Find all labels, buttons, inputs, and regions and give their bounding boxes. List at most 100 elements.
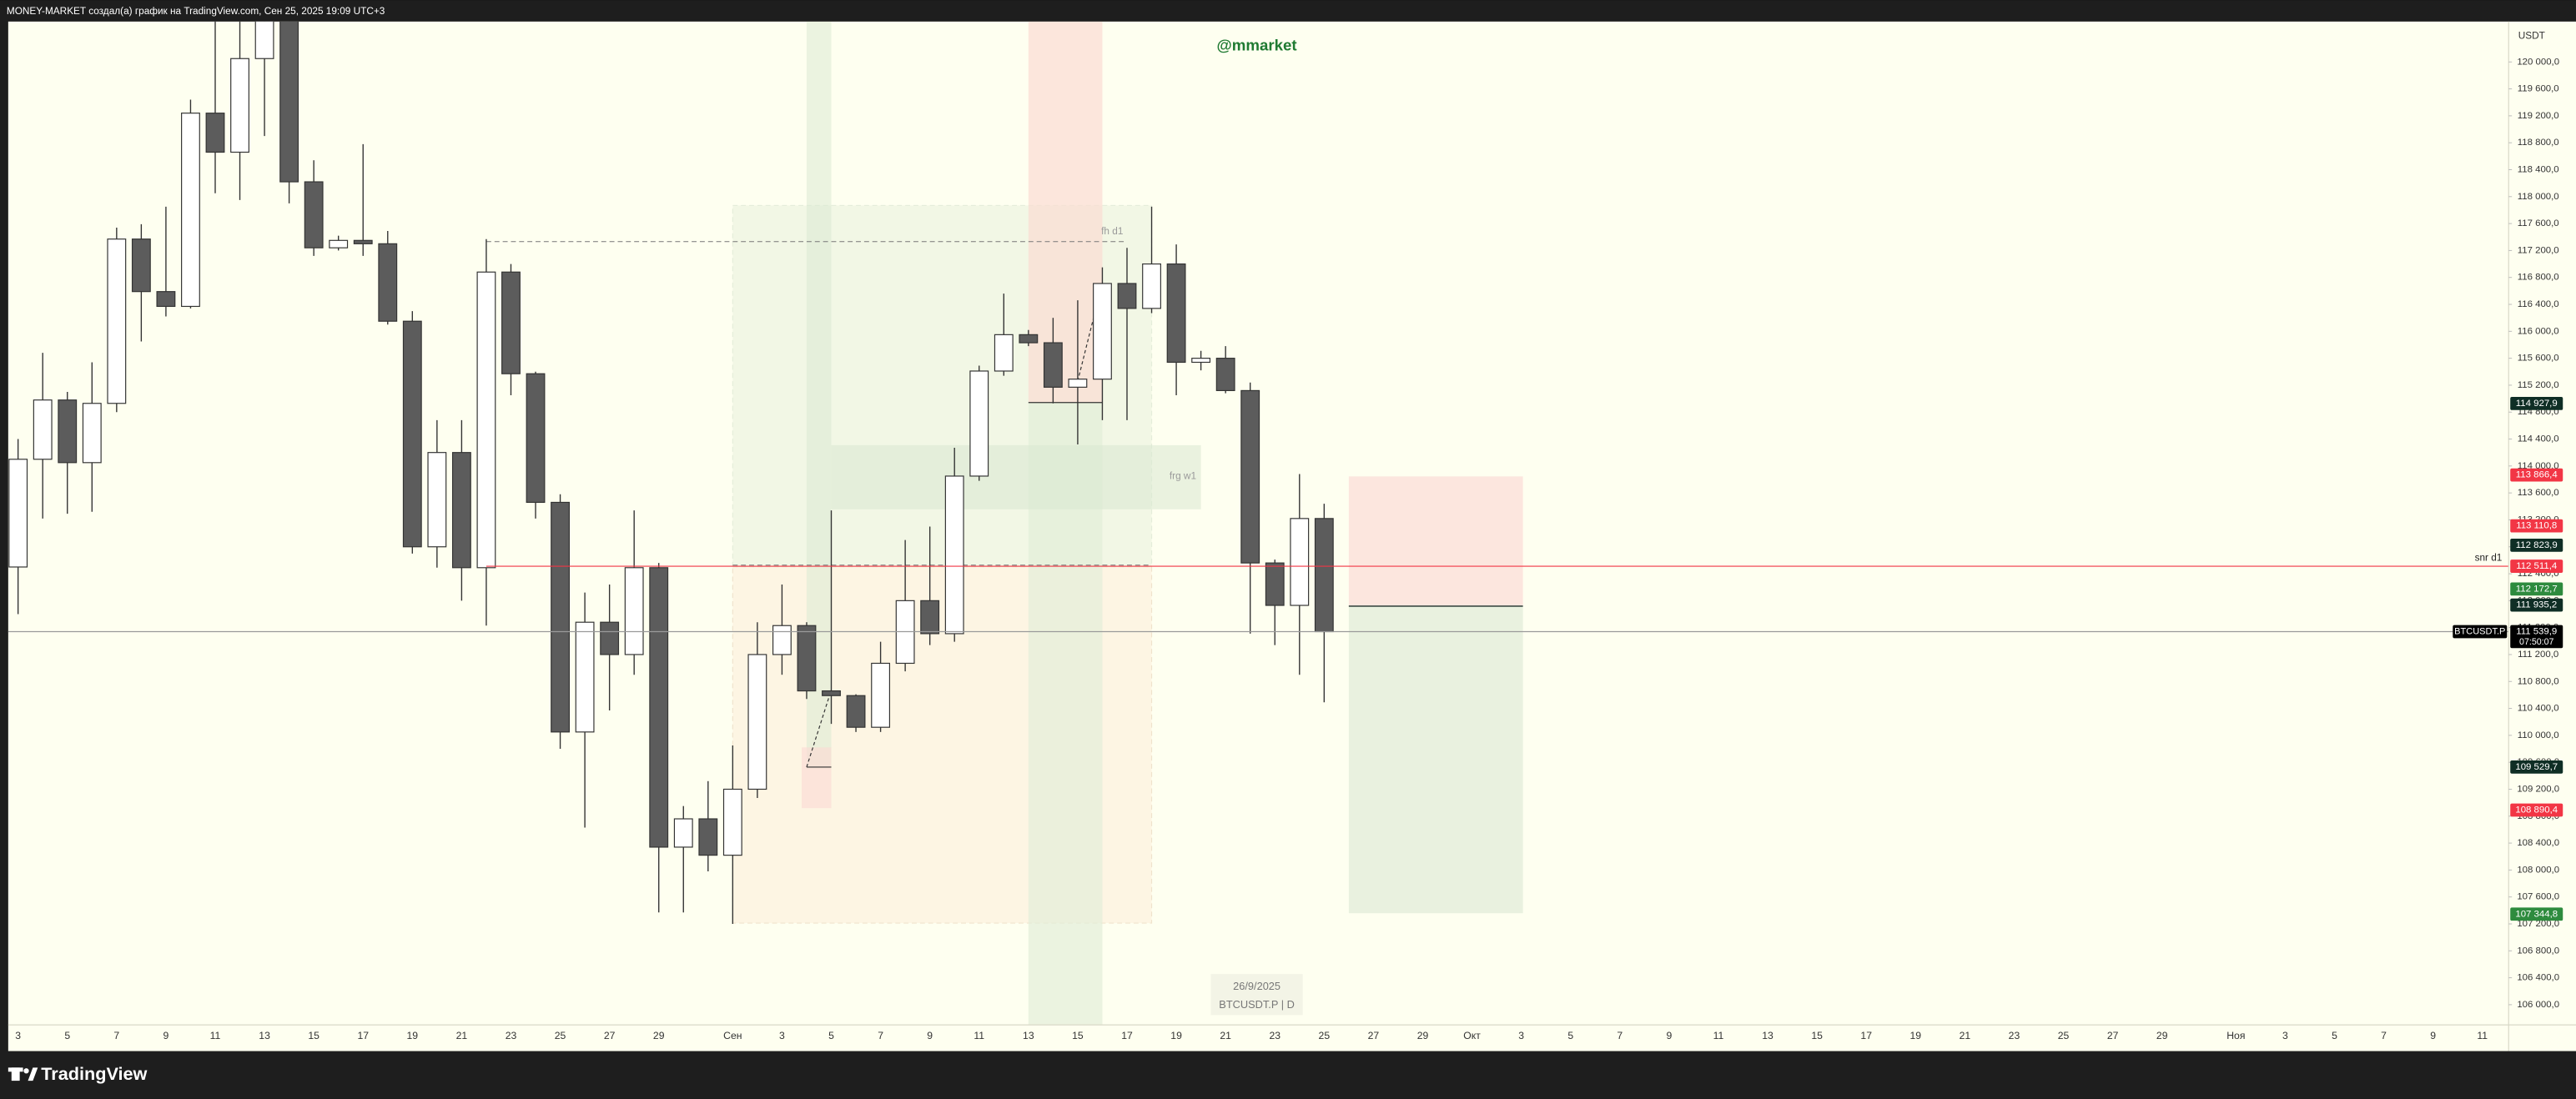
annotation: fh d1 bbox=[1101, 225, 1123, 237]
annotation: frg w1 bbox=[1170, 469, 1196, 481]
candle-body bbox=[1191, 358, 1211, 364]
candle-body bbox=[846, 695, 866, 728]
x-tick-label: 19 bbox=[1170, 1030, 1182, 1041]
position-stop bbox=[1348, 476, 1523, 606]
x-tick-label: 11 bbox=[2477, 1030, 2488, 1041]
price-lines: snr d1 bbox=[8, 551, 2509, 633]
price-tag-label: 112 172,7 bbox=[2516, 584, 2558, 594]
logo-part bbox=[23, 1068, 29, 1074]
price-tag bbox=[2510, 598, 2563, 612]
x-tick-label: 17 bbox=[1121, 1030, 1133, 1041]
price-tag-label: 113 866,4 bbox=[2516, 470, 2558, 480]
price-tag bbox=[2510, 907, 2563, 921]
price-tag-label: 108 890,4 bbox=[2515, 805, 2558, 815]
candles bbox=[8, 21, 1334, 925]
candle-body bbox=[501, 271, 521, 374]
x-tick-label: 21 bbox=[456, 1030, 468, 1041]
trend-line bbox=[806, 690, 833, 768]
candle-body bbox=[1142, 263, 1161, 309]
header-text: MONEY-MARKET создал(а) график на Trading… bbox=[7, 5, 385, 17]
price-tag bbox=[2510, 560, 2563, 573]
symbol-tag-label: BTCUSDT.P bbox=[2454, 626, 2505, 636]
price-tag bbox=[2510, 538, 2563, 552]
candle-body bbox=[994, 334, 1014, 372]
y-tick-label: 118 800,0 bbox=[2518, 138, 2559, 148]
x-tick-label: 23 bbox=[2009, 1030, 2020, 1041]
candle-body bbox=[378, 243, 398, 322]
x-tick-label: 17 bbox=[1860, 1030, 1872, 1041]
candle-body bbox=[156, 291, 176, 308]
price-tag-label: 112 511,4 bbox=[2516, 561, 2558, 571]
x-tick-label: 13 bbox=[1762, 1030, 1774, 1041]
footer bbox=[0, 1051, 2576, 1099]
x-tick-label: 15 bbox=[1811, 1030, 1823, 1041]
x-tick-label: 15 bbox=[308, 1030, 319, 1041]
candle-body bbox=[600, 621, 620, 655]
y-tick-label: 117 200,0 bbox=[2518, 245, 2559, 255]
x-tick-label: 13 bbox=[1023, 1030, 1034, 1041]
x-tick-label: 3 bbox=[1518, 1030, 1524, 1041]
candle-body bbox=[1240, 389, 1260, 564]
current-price-label: 111 539,9 bbox=[2516, 627, 2557, 637]
x-tick-label: 3 bbox=[15, 1030, 21, 1041]
x-tick-label: Сен bbox=[723, 1030, 742, 1041]
candle-body bbox=[304, 181, 324, 248]
candle-body bbox=[551, 501, 570, 733]
x-tick-label: 11 bbox=[210, 1030, 221, 1041]
price-tag bbox=[2510, 803, 2563, 817]
level-label: snr d1 bbox=[2475, 551, 2503, 563]
candle-body bbox=[353, 239, 373, 244]
price-tag-label: 114 927,9 bbox=[2516, 399, 2558, 409]
x-tick-label: 19 bbox=[407, 1030, 419, 1041]
y-tick-label: 118 000,0 bbox=[2518, 192, 2559, 202]
candle-body bbox=[402, 320, 422, 548]
x-tick-label: 7 bbox=[878, 1030, 883, 1041]
y-tick-label: 114 400,0 bbox=[2518, 434, 2559, 444]
current-price-tag bbox=[2510, 625, 2563, 649]
price-tag bbox=[2510, 468, 2563, 482]
candle-body bbox=[526, 373, 546, 504]
x-tick-label: 23 bbox=[506, 1030, 517, 1041]
symbol-label: BTCUSDT.P | D bbox=[1219, 998, 1295, 1011]
y-tick-label: 110 800,0 bbox=[2518, 676, 2559, 686]
x-tick-label: 9 bbox=[927, 1030, 933, 1041]
x-tick-label: 25 bbox=[2058, 1030, 2070, 1041]
x-tick-label: 7 bbox=[1617, 1030, 1623, 1041]
candle-body bbox=[722, 788, 742, 856]
candle-body bbox=[920, 600, 940, 635]
price-tag-label: 113 110,8 bbox=[2516, 521, 2557, 531]
candle-body bbox=[1117, 283, 1137, 309]
countdown: 07:50:07 bbox=[2519, 637, 2553, 647]
x-tick-label: 3 bbox=[2282, 1030, 2288, 1041]
y-tick-label: 118 400,0 bbox=[2518, 165, 2559, 175]
candle-body bbox=[575, 621, 595, 733]
x-tick-label: 5 bbox=[828, 1030, 834, 1041]
x-tick-label: 9 bbox=[1666, 1030, 1672, 1041]
currency-label: USDT bbox=[2518, 30, 2545, 42]
y-tick-label: 106 800,0 bbox=[2517, 946, 2559, 956]
price-tag-label: 107 344,8 bbox=[2515, 909, 2558, 919]
y-tick-label: 106 400,0 bbox=[2517, 973, 2559, 983]
x-tick-label: 13 bbox=[259, 1030, 270, 1041]
y-tick-label: 115 200,0 bbox=[2518, 380, 2559, 390]
price-tag bbox=[2510, 760, 2563, 774]
candle-body bbox=[8, 459, 28, 568]
y-tick-label: 106 000,0 bbox=[2517, 1000, 2559, 1010]
candle-body bbox=[427, 452, 447, 548]
x-tick-label: 9 bbox=[164, 1030, 169, 1041]
candle-body bbox=[1166, 263, 1186, 364]
x-tick-label: Окт bbox=[1463, 1030, 1481, 1041]
price-tag-label: 109 529,7 bbox=[2515, 762, 2558, 772]
candle-body bbox=[1314, 518, 1334, 633]
position-target bbox=[1348, 605, 1523, 914]
candle-body bbox=[58, 399, 78, 464]
candle-body bbox=[1093, 283, 1112, 380]
y-tick-label: 110 000,0 bbox=[2518, 730, 2559, 740]
frg-box bbox=[831, 444, 1201, 509]
x-tick-label: 3 bbox=[779, 1030, 785, 1041]
logo-part bbox=[8, 1067, 23, 1072]
y-tick-label: 107 600,0 bbox=[2517, 892, 2559, 902]
